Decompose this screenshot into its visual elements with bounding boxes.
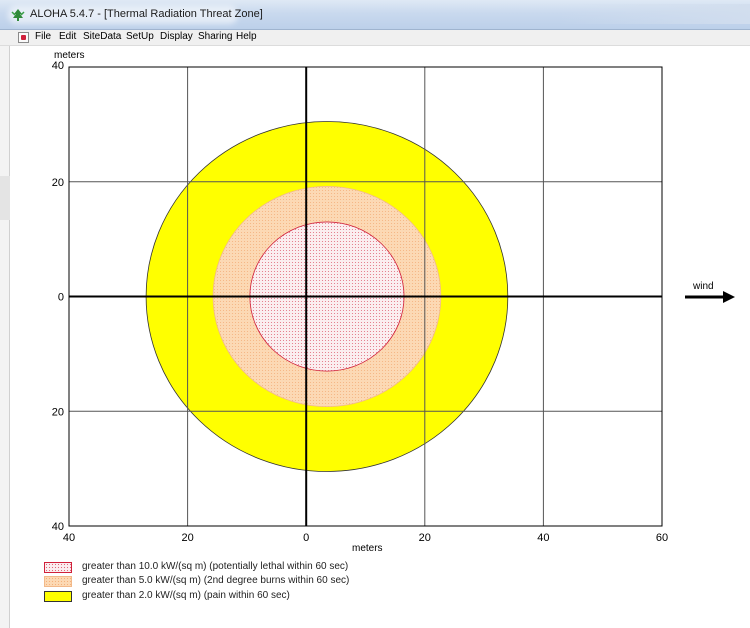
legend-label: greater than 5.0 kW/(sq m) (2nd degree b… (82, 575, 350, 586)
x-tick-label: 20 (181, 532, 193, 544)
legend-swatch-orange (44, 576, 72, 587)
menu-setup[interactable]: SetUp (126, 31, 154, 42)
legend-label: greater than 10.0 kW/(sq m) (potentially… (82, 561, 349, 572)
y-tick-label: 0 (58, 292, 64, 304)
menu-sharing[interactable]: Sharing (198, 31, 233, 42)
y-tick-label: 40 (52, 60, 64, 72)
x-axis-label: meters (352, 543, 383, 554)
x-tick-label: 40 (537, 532, 549, 544)
y-tick-label: 20 (52, 177, 64, 189)
window-left-border (0, 46, 10, 628)
x-tick-label: 40 (63, 532, 75, 544)
x-tick-label: 60 (656, 532, 668, 544)
window-title: ALOHA 5.4.7 - [Thermal Radiation Threat … (30, 8, 263, 20)
menu-display[interactable]: Display (160, 31, 193, 42)
wind-arrow-icon (685, 291, 735, 303)
window-titlebar[interactable]: ALOHA 5.4.7 - [Thermal Radiation Threat … (0, 0, 750, 30)
menu-help[interactable]: Help (236, 31, 257, 42)
menu-sitedata[interactable]: SiteData (83, 31, 122, 42)
legend-label: greater than 2.0 kW/(sq m) (pain within … (82, 590, 290, 601)
menu-edit[interactable]: Edit (59, 31, 77, 42)
y-tick-label: 40 (52, 521, 64, 533)
title-glow (8, 6, 238, 24)
legend-swatch-red (44, 562, 72, 573)
x-tick-label: 0 (303, 532, 309, 544)
aloha-app-icon[interactable] (10, 8, 26, 22)
y-axis-label: meters (54, 50, 85, 61)
y-tick-label: 20 (52, 406, 64, 418)
document-icon[interactable] (18, 32, 29, 43)
titlebar-controls-area (560, 4, 750, 24)
legend-swatch-yellow (44, 591, 72, 602)
menu-file[interactable]: File (35, 31, 52, 42)
menu-bar: File Edit SiteData SetUp Display Sharing… (0, 30, 750, 46)
x-tick-label: 20 (419, 532, 431, 544)
wind-label: wind (693, 281, 714, 292)
